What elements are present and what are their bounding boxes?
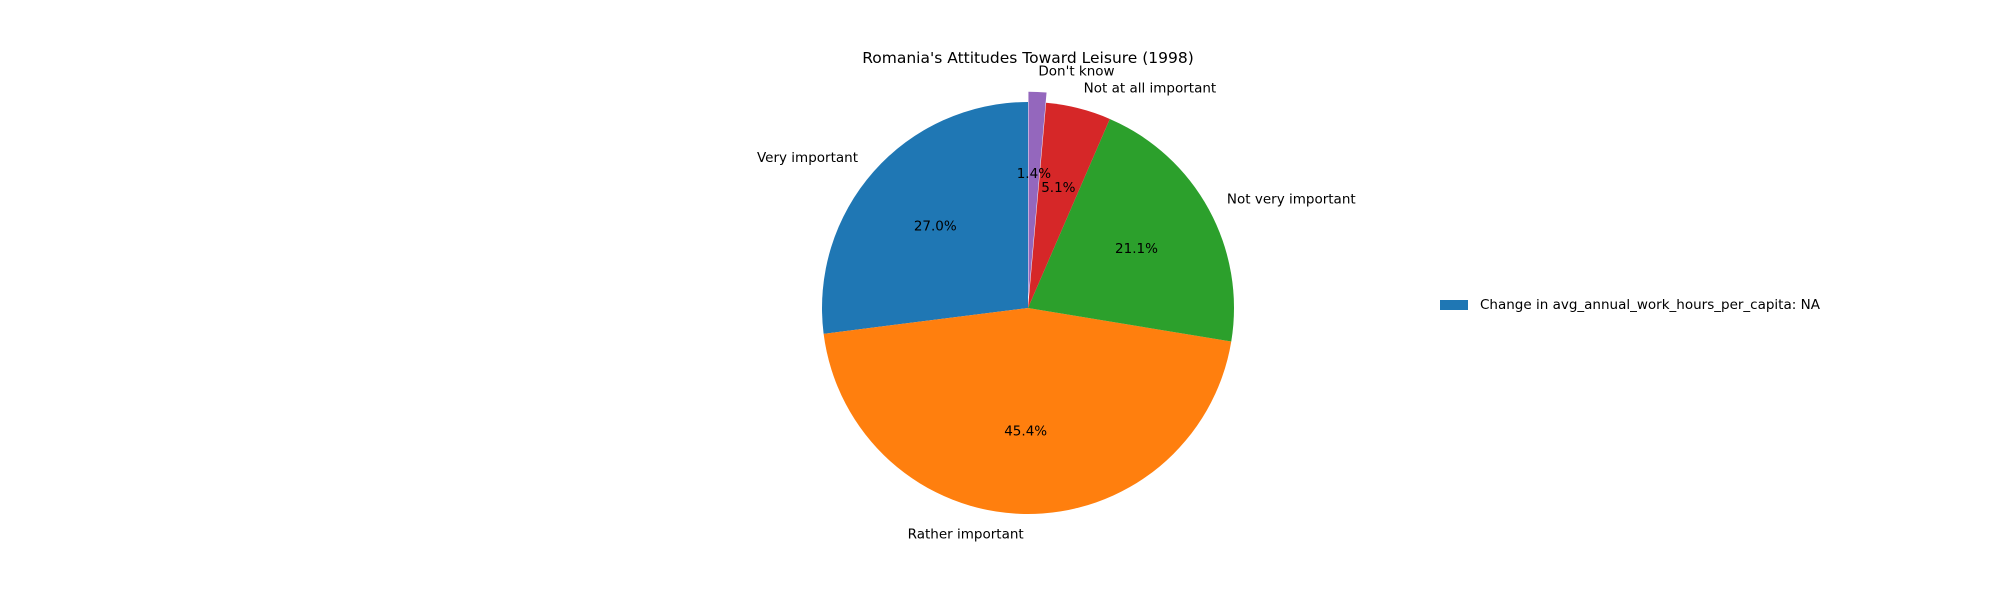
percent-label-not-very-important: 21.1% [1115,241,1158,257]
pie-slice-not-at-all-important [1028,102,1110,308]
chart-title: Romania's Attitudes Toward Leisure (1998… [862,49,1194,67]
pie-slice-rather-important [823,308,1232,515]
percent-label-don-t-know: 1.4% [1017,166,1051,182]
slice-labels: Very important Rather important Not very i… [757,63,1356,542]
pie-slice-very-important [822,102,1028,334]
slice-label-very-important: Very important [757,150,858,166]
slice-label-don-t-know: Don't know [1038,63,1114,79]
pie-slice-don-t-know [1028,91,1047,298]
percent-label-rather-important: 45.4% [1004,424,1047,440]
slice-label-not-at-all-important: Not at all important [1084,80,1217,96]
pie-slice-not-very-important [1028,118,1234,342]
legend-swatch [1440,300,1468,310]
percent-label-not-at-all-important: 5.1% [1041,180,1075,196]
slice-label-not-very-important: Not very important [1227,191,1356,207]
pie-slices [822,91,1234,515]
percent-labels: 27.0% 45.4% 21.1% 5.1%1.4% [914,166,1158,439]
legend-label: Change in avg_annual_work_hours_per_capi… [1480,297,1821,313]
slice-label-rather-important: Rather important [908,527,1024,543]
legend: Change in avg_annual_work_hours_per_capi… [1440,297,1821,313]
percent-label-very-important: 27.0% [914,218,957,234]
